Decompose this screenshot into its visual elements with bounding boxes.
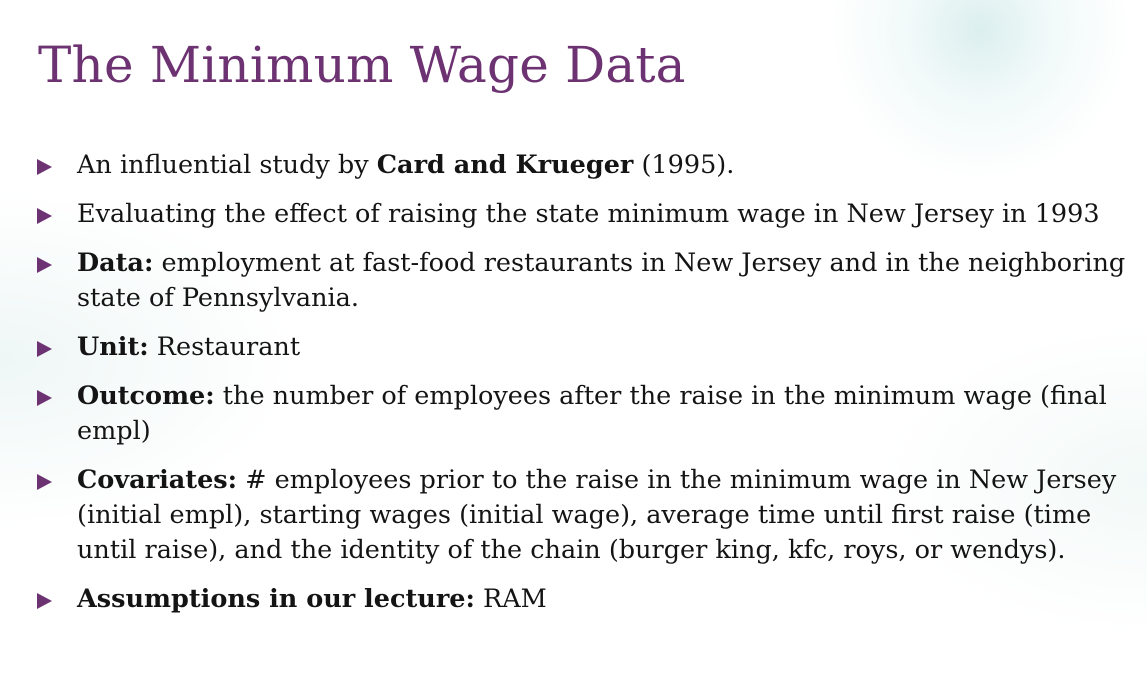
slide-title: The Minimum Wage Data [38,36,686,94]
bullet-item-evaluating: Evaluating the effect of raising the sta… [37,197,1127,232]
bullet-bold-text: Unit: [77,332,149,362]
bullet-text: An influential study by [77,150,377,180]
bullet-item-unit: Unit: Restaurant [37,330,1127,365]
bullet-text: the number of employees after the raise … [77,381,1107,446]
bullet-item-outcome: Outcome: the number of employees after t… [37,379,1127,449]
triangle-bullet-icon [37,474,52,490]
triangle-bullet-icon [37,593,52,609]
triangle-bullet-icon [37,341,52,357]
bullet-text: Evaluating the effect of raising the sta… [77,199,1100,229]
bullet-text: Restaurant [148,332,301,362]
bullet-bold-text: Data: [77,248,154,278]
bullet-text: (1995). [633,150,735,180]
bullet-bold-text: Covariates: [77,465,238,495]
triangle-bullet-icon [37,159,52,175]
bullet-bold-text: Assumptions in our lecture: [77,584,475,614]
triangle-bullet-icon [37,208,52,224]
bullet-item-covariates: Covariates: # employees prior to the rai… [37,463,1127,568]
bullet-text: # employees prior to the raise in the mi… [77,465,1117,565]
bullet-bold-text: Outcome: [77,381,215,411]
bullet-item-assumptions: Assumptions in our lecture: RAM [37,582,1127,617]
triangle-bullet-icon [37,257,52,273]
bullet-bold-text: Card and Krueger [376,150,634,180]
bullet-item-study: An influential study by Card and Krueger… [37,148,1127,183]
bullet-item-data: Data: employment at fast-food restaurant… [37,246,1127,316]
bullet-text: employment at fast-food restaurants in N… [77,248,1126,313]
bullet-text: RAM [474,584,547,614]
triangle-bullet-icon [37,390,52,406]
bullet-list: An influential study by Card and Krueger… [37,148,1127,631]
